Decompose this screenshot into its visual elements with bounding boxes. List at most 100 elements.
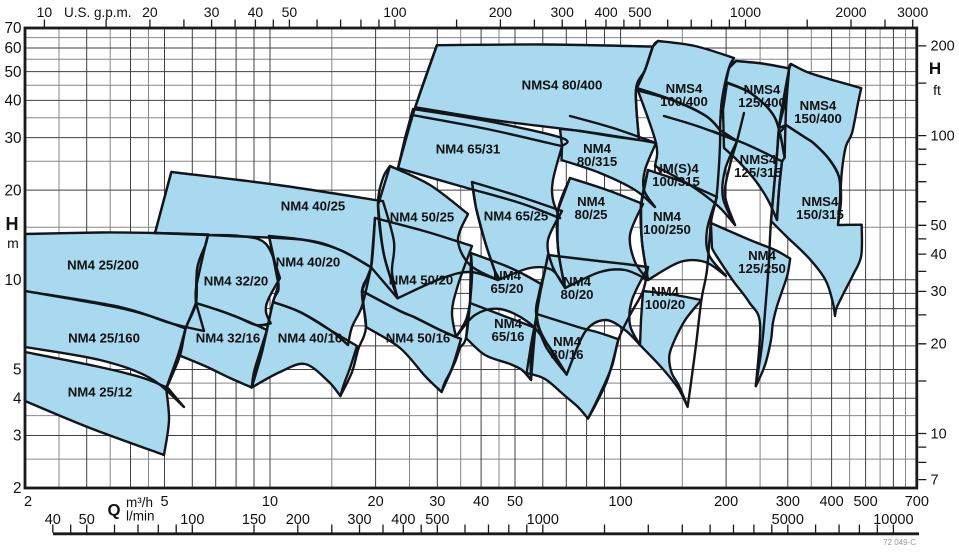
svg-text:100/20: 100/20	[645, 297, 685, 312]
svg-text:NM4: NM4	[577, 194, 606, 209]
svg-text:200: 200	[714, 494, 738, 510]
svg-text:100/250: 100/250	[643, 222, 691, 237]
svg-text:NMS4: NMS4	[744, 82, 781, 97]
svg-text:70: 70	[4, 20, 21, 37]
svg-text:150/315: 150/315	[796, 207, 844, 222]
svg-text:150: 150	[242, 512, 266, 528]
svg-text:40: 40	[248, 4, 264, 20]
svg-text:1000: 1000	[730, 4, 761, 20]
svg-text:125/400: 125/400	[738, 95, 786, 110]
svg-text:NMS4: NMS4	[740, 152, 777, 167]
svg-text:20: 20	[4, 182, 21, 199]
svg-text:H: H	[929, 59, 941, 78]
svg-text:40: 40	[45, 512, 61, 528]
svg-text:1000: 1000	[527, 512, 559, 528]
svg-text:30: 30	[429, 494, 445, 510]
svg-text:5: 5	[160, 494, 168, 510]
svg-text:30: 30	[931, 284, 947, 300]
svg-text:300: 300	[551, 4, 575, 20]
svg-text:2: 2	[13, 480, 22, 497]
svg-text:65/16: 65/16	[491, 329, 524, 344]
svg-text:150/400: 150/400	[794, 111, 842, 126]
svg-text:20: 20	[142, 4, 158, 20]
svg-text:100: 100	[180, 512, 204, 528]
svg-text:300: 300	[776, 494, 800, 510]
svg-text:700: 700	[905, 494, 929, 510]
svg-text:NM4: NM4	[563, 274, 592, 289]
svg-text:NMS4: NMS4	[800, 98, 837, 113]
svg-text:72 049-C: 72 049-C	[883, 538, 916, 547]
svg-text:NM4 25/200: NM4 25/200	[67, 257, 139, 272]
svg-text:l/min: l/min	[126, 509, 155, 524]
svg-text:NM4 65/31: NM4 65/31	[436, 141, 501, 156]
svg-text:NM(S)4: NM(S)4	[653, 161, 699, 176]
svg-text:125/250: 125/250	[738, 261, 786, 276]
svg-text:100: 100	[931, 128, 955, 144]
svg-text:50: 50	[79, 512, 95, 528]
svg-text:200: 200	[489, 4, 513, 20]
svg-text:NM4 25/12: NM4 25/12	[68, 384, 133, 399]
svg-text:50: 50	[282, 4, 298, 20]
svg-text:ft: ft	[933, 82, 941, 98]
svg-text:NM4 50/16: NM4 50/16	[386, 330, 451, 345]
svg-text:NMS4 80/400: NMS4 80/400	[522, 77, 603, 92]
svg-text:NM4 65/25: NM4 65/25	[484, 208, 549, 223]
svg-text:3: 3	[13, 428, 22, 445]
svg-text:Q: Q	[107, 501, 120, 520]
svg-text:2000: 2000	[835, 4, 866, 20]
svg-text:50: 50	[931, 218, 947, 234]
svg-text:40: 40	[4, 93, 21, 110]
svg-text:4: 4	[13, 391, 22, 408]
svg-text:NMS4: NMS4	[666, 81, 703, 96]
svg-text:5: 5	[13, 362, 22, 379]
svg-text:100/315: 100/315	[652, 174, 700, 189]
svg-text:80/25: 80/25	[574, 207, 607, 222]
svg-text:NM4 25/160: NM4 25/160	[68, 330, 140, 345]
svg-text:100: 100	[608, 494, 632, 510]
svg-text:100/400: 100/400	[660, 94, 708, 109]
svg-text:NM4: NM4	[553, 334, 582, 349]
svg-text:65/20: 65/20	[490, 281, 523, 296]
svg-text:NM4: NM4	[653, 209, 682, 224]
svg-text:40: 40	[473, 494, 489, 510]
svg-text:NM4 32/16: NM4 32/16	[196, 330, 261, 345]
svg-text:3000: 3000	[897, 4, 928, 20]
svg-text:NM4 40/25: NM4 40/25	[281, 198, 346, 213]
svg-text:10: 10	[262, 494, 278, 510]
svg-text:NM4: NM4	[651, 284, 680, 299]
svg-text:80/16: 80/16	[550, 347, 583, 362]
svg-text:20: 20	[368, 494, 384, 510]
svg-text:NMS4: NMS4	[802, 194, 839, 209]
svg-text:10: 10	[4, 272, 21, 289]
svg-text:NM4 50/20: NM4 50/20	[389, 272, 454, 287]
svg-text:400: 400	[391, 512, 415, 528]
svg-text:125/315: 125/315	[734, 165, 782, 180]
svg-text:NM4 40/20: NM4 40/20	[276, 254, 341, 269]
svg-text:200: 200	[286, 512, 310, 528]
svg-text:40: 40	[931, 247, 947, 263]
svg-text:NM4: NM4	[583, 141, 612, 156]
svg-text:m: m	[7, 235, 19, 251]
svg-text:H: H	[6, 214, 19, 234]
svg-text:500: 500	[853, 494, 877, 510]
svg-text:30: 30	[4, 130, 21, 147]
svg-text:20: 20	[931, 337, 947, 353]
svg-text:200: 200	[931, 39, 955, 55]
svg-text:NM4 40/16: NM4 40/16	[278, 330, 343, 345]
svg-text:500: 500	[425, 512, 449, 528]
svg-text:2: 2	[24, 494, 32, 510]
svg-text:400: 400	[594, 4, 618, 20]
svg-text:10000: 10000	[873, 512, 913, 528]
svg-text:NM4: NM4	[748, 248, 777, 263]
svg-text:U.S. g.p.m.: U.S. g.p.m.	[64, 5, 132, 20]
svg-text:m³/h: m³/h	[126, 495, 153, 510]
svg-text:80/315: 80/315	[577, 154, 617, 169]
svg-text:NM4: NM4	[494, 316, 523, 331]
svg-text:10: 10	[37, 4, 53, 20]
svg-text:300: 300	[347, 512, 371, 528]
svg-text:60: 60	[4, 40, 21, 57]
svg-text:7: 7	[931, 472, 939, 488]
svg-text:500: 500	[628, 4, 652, 20]
svg-text:NM4: NM4	[493, 268, 522, 283]
svg-text:NM4 32/20: NM4 32/20	[204, 273, 269, 288]
